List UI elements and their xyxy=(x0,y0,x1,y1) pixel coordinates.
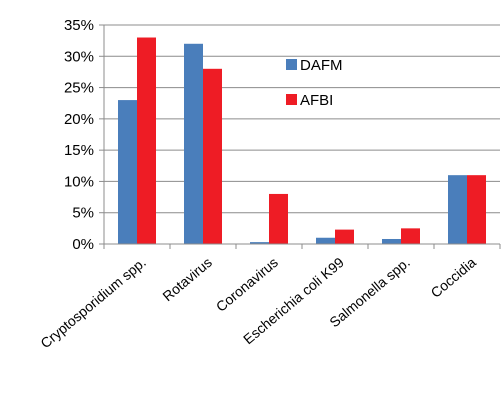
legend: DAFM AFBI xyxy=(286,57,343,109)
bar-dafm xyxy=(118,100,137,244)
legend-label-dafm: DAFM xyxy=(300,57,343,74)
x-axis-tick-marks xyxy=(103,244,501,249)
bar-dafm xyxy=(250,242,269,244)
bar-afbi xyxy=(467,175,486,244)
x-axis-category-labels: Cryptosporidium spp. RotavirusCoronavirus… xyxy=(37,254,479,351)
y-tick-label: 10% xyxy=(64,173,94,190)
y-tick-label: 5% xyxy=(72,205,94,222)
y-axis-ticks: 0% 5% 10% 15% 20% 25% 30% 35% xyxy=(64,17,105,253)
bar-dafm xyxy=(316,237,335,244)
y-tick-label: 25% xyxy=(64,80,94,97)
legend-label-afbi: AFBI xyxy=(300,92,333,109)
y-tick-label: 30% xyxy=(64,48,94,65)
bar-afbi xyxy=(401,228,420,244)
y-tick-label: 20% xyxy=(64,111,94,128)
y-tick-label: 0% xyxy=(72,236,94,253)
y-tick-label: 15% xyxy=(64,142,94,159)
x-category-label: Coccidia xyxy=(428,254,480,301)
x-category-label: Cryptosporidium spp. xyxy=(37,254,149,351)
y-tick-label: 35% xyxy=(64,17,94,34)
legend-swatch-dafm xyxy=(286,59,297,70)
legend-swatch-afbi xyxy=(286,94,297,105)
bar-afbi xyxy=(269,193,288,244)
bar-dafm xyxy=(382,238,401,244)
bar-afbi xyxy=(335,229,354,244)
x-category-label: Coronavirus xyxy=(213,254,281,315)
bar-afbi xyxy=(203,68,222,244)
gridlines xyxy=(104,24,500,214)
bar-dafm xyxy=(184,43,203,245)
bars xyxy=(118,37,486,245)
bar-dafm xyxy=(448,175,467,244)
x-category-label: Rotavirus xyxy=(159,254,215,304)
bar-afbi xyxy=(137,37,156,245)
